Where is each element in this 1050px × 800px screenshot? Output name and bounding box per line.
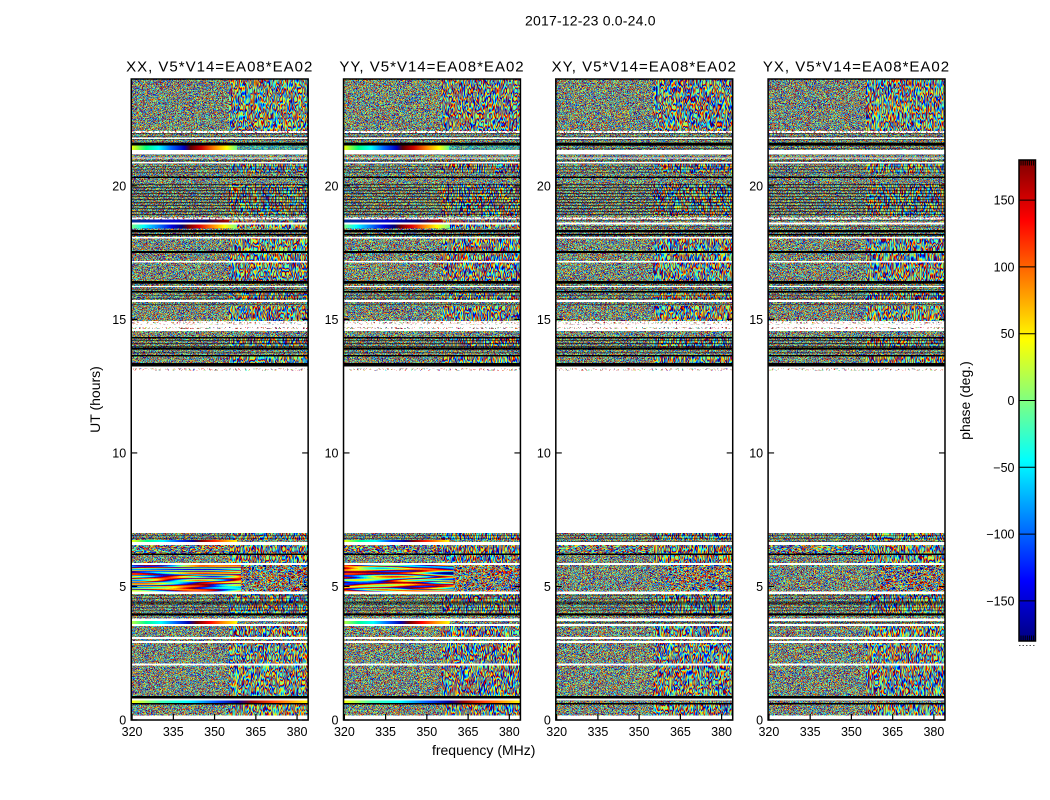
svg-text:150: 150 <box>994 194 1015 208</box>
svg-text:100: 100 <box>994 260 1015 274</box>
svg-text:15: 15 <box>537 313 551 327</box>
svg-text:320: 320 <box>546 725 567 739</box>
svg-text:20: 20 <box>325 179 339 193</box>
svg-text:−50: −50 <box>993 461 1014 475</box>
svg-text:50: 50 <box>1001 327 1015 341</box>
svg-text:10: 10 <box>112 446 126 460</box>
svg-text:YX, V5*V14=EA08*EA02: YX, V5*V14=EA08*EA02 <box>763 59 950 76</box>
svg-text:frequency (MHz): frequency (MHz) <box>432 742 535 758</box>
svg-text:380: 380 <box>923 725 944 739</box>
svg-text:−150: −150 <box>986 594 1014 608</box>
svg-text:0: 0 <box>119 714 126 728</box>
svg-text:XX, V5*V14=EA08*EA02: XX, V5*V14=EA08*EA02 <box>126 59 313 76</box>
svg-text:5: 5 <box>756 580 763 594</box>
svg-text:365: 365 <box>245 725 266 739</box>
svg-text:350: 350 <box>204 725 225 739</box>
svg-text:350: 350 <box>629 725 650 739</box>
svg-text:0: 0 <box>756 714 763 728</box>
svg-text:335: 335 <box>587 725 608 739</box>
svg-text:335: 335 <box>375 725 396 739</box>
svg-text:10: 10 <box>749 446 763 460</box>
svg-text:15: 15 <box>749 313 763 327</box>
svg-text:XY, V5*V14=EA08*EA02: XY, V5*V14=EA08*EA02 <box>552 59 737 76</box>
svg-text:15: 15 <box>325 313 339 327</box>
svg-text:15: 15 <box>112 313 126 327</box>
svg-text:20: 20 <box>749 179 763 193</box>
svg-text:phase (deg.): phase (deg.) <box>957 361 973 440</box>
svg-text:0: 0 <box>332 714 339 728</box>
svg-text:20: 20 <box>112 179 126 193</box>
svg-text:380: 380 <box>711 725 732 739</box>
svg-text:365: 365 <box>670 725 691 739</box>
svg-text:365: 365 <box>882 725 903 739</box>
svg-text:10: 10 <box>537 446 551 460</box>
svg-text:10: 10 <box>325 446 339 460</box>
svg-text:5: 5 <box>332 580 339 594</box>
svg-text:350: 350 <box>416 725 437 739</box>
svg-text:335: 335 <box>800 725 821 739</box>
svg-text:20: 20 <box>537 179 551 193</box>
svg-text:320: 320 <box>122 725 143 739</box>
svg-text:380: 380 <box>499 725 520 739</box>
svg-text:−100: −100 <box>986 528 1014 542</box>
svg-text:365: 365 <box>458 725 479 739</box>
svg-text:380: 380 <box>287 725 308 739</box>
svg-text:UT (hours): UT (hours) <box>87 366 103 433</box>
svg-text:2017-12-23 0.0-24.0: 2017-12-23 0.0-24.0 <box>525 13 656 29</box>
svg-text:0: 0 <box>544 714 551 728</box>
svg-text:0: 0 <box>1008 394 1015 408</box>
svg-text:320: 320 <box>758 725 779 739</box>
svg-text:320: 320 <box>334 725 355 739</box>
svg-text:5: 5 <box>544 580 551 594</box>
svg-text:YY, V5*V14=EA08*EA02: YY, V5*V14=EA08*EA02 <box>339 59 524 76</box>
svg-text:350: 350 <box>841 725 862 739</box>
svg-text:5: 5 <box>119 580 126 594</box>
svg-text:335: 335 <box>163 725 184 739</box>
